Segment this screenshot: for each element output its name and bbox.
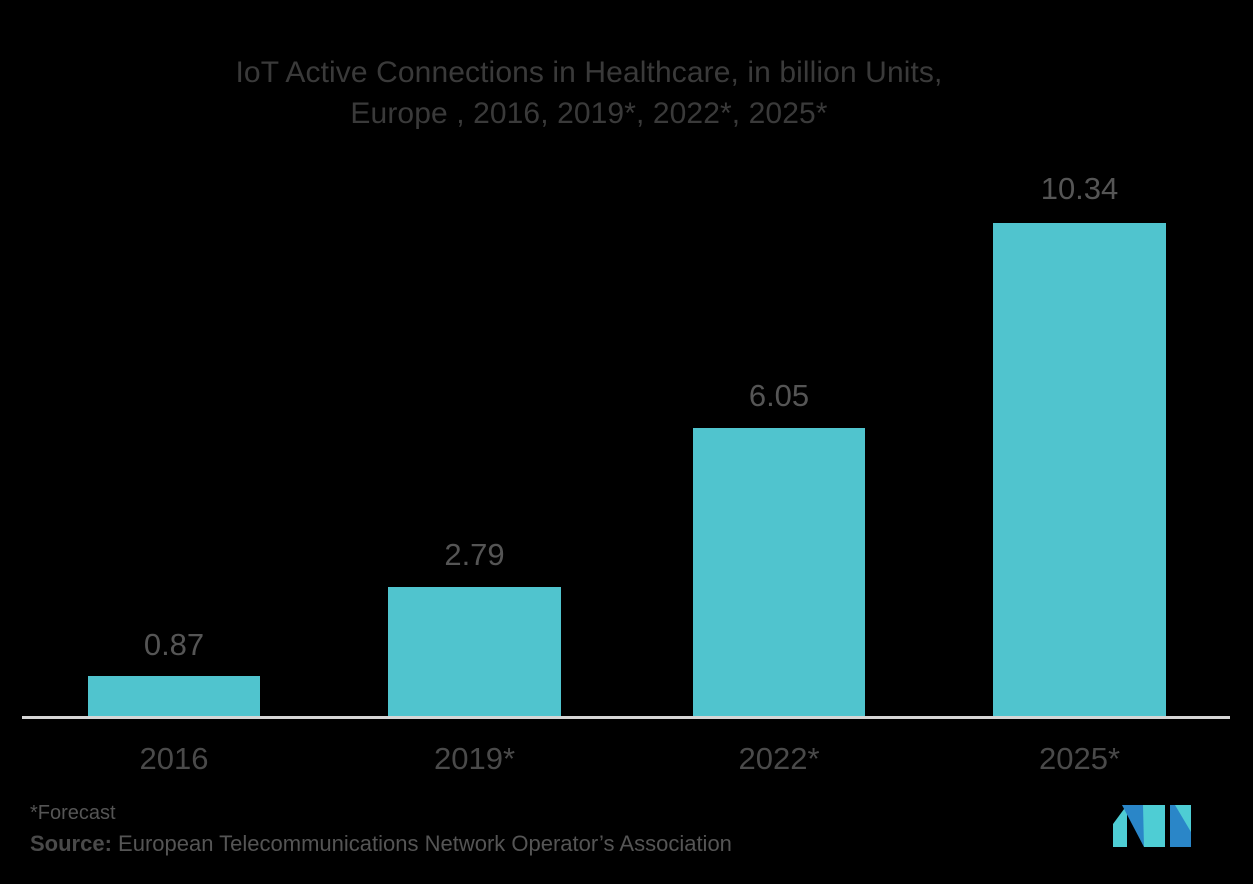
mordor-intelligence-logo — [1113, 802, 1193, 850]
bar-2019[interactable] — [388, 587, 561, 717]
category-label-2016: 2016 — [139, 741, 209, 776]
logo-shape-right-teal — [1175, 805, 1191, 832]
source-line: Source: European Telecommunications Netw… — [30, 828, 732, 860]
bar-value-2016: 0.87 — [143, 627, 205, 662]
bar-value-2025: 10.34 — [1040, 171, 1119, 206]
logo-shape-center-teal — [1143, 805, 1165, 847]
bar-value-2019: 2.79 — [444, 537, 505, 572]
forecast-note: *Forecast — [30, 802, 116, 824]
bar-2022[interactable] — [693, 428, 865, 717]
bar-2016[interactable] — [88, 676, 260, 717]
logo-shape-left-teal — [1113, 805, 1127, 847]
logo-shape-divider — [1165, 802, 1170, 850]
chart-footer: *Forecast Source: European Telecommunica… — [30, 798, 732, 860]
bar-2025[interactable] — [993, 223, 1166, 717]
category-label-2025: 2025* — [1038, 741, 1121, 776]
logo-mark-icon — [1113, 802, 1191, 850]
category-label-2019: 2019* — [433, 741, 516, 776]
chart-title: IoT Active Connections in Healthcare, in… — [235, 56, 943, 130]
category-label-2022: 2022* — [738, 741, 820, 776]
source-value: European Telecommunications Network Oper… — [118, 831, 732, 856]
bar-value-2022: 6.05 — [748, 378, 810, 413]
source-label: Source: — [30, 831, 112, 856]
x-axis-baseline — [22, 716, 1230, 719]
